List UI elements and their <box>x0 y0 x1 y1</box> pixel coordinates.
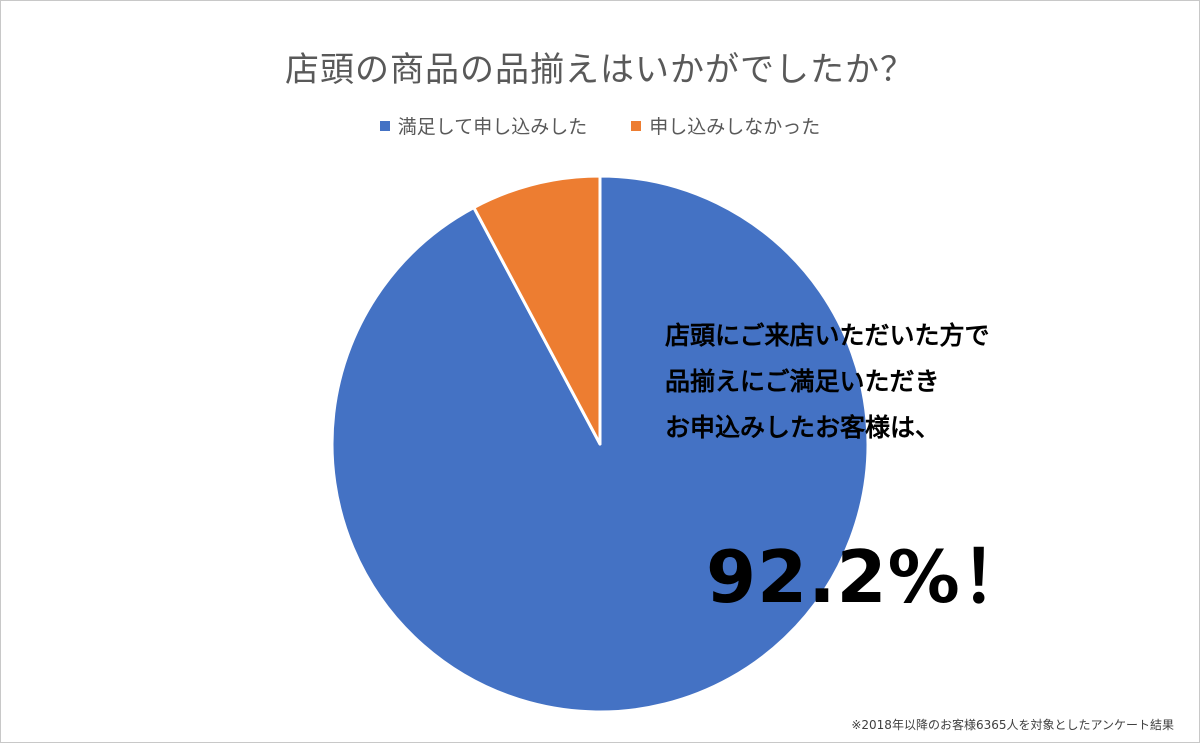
legend-label-not-applied: 申し込みしなかった <box>649 116 821 138</box>
annotation-line-2: 品揃えにご満足いただき <box>665 367 940 396</box>
pie-slices <box>330 174 870 714</box>
legend-item-not-applied: 申し込みしなかった <box>631 112 820 139</box>
annotation-text: 店頭にご来店いただいた方で 品揃えにご満足いただき お申込みしたお客様は、 <box>665 313 990 451</box>
legend-swatch-satisfied <box>379 120 390 131</box>
pie-slice-not-applied <box>472 174 602 446</box>
chart-title: 店頭の商品の品揃えはいかがでしたか？ <box>285 50 915 90</box>
chart-legend: 満足して申し込みした 申し込みしなかった <box>0 112 1200 139</box>
annotation-line-1: 店頭にご来店いただいた方で <box>665 321 990 350</box>
legend-label-satisfied: 満足して申し込みした <box>397 116 588 138</box>
footnote: ※2018年以降のお客様6365人を対象としたアンケート結果 <box>851 718 1174 732</box>
annotation-line-3: お申込みしたお客様は、 <box>665 413 941 442</box>
legend-swatch-not-applied <box>631 120 642 131</box>
highlight-percentage: 92.2%！ <box>706 535 1034 619</box>
legend-item-satisfied: 満足して申し込みした <box>379 112 588 139</box>
